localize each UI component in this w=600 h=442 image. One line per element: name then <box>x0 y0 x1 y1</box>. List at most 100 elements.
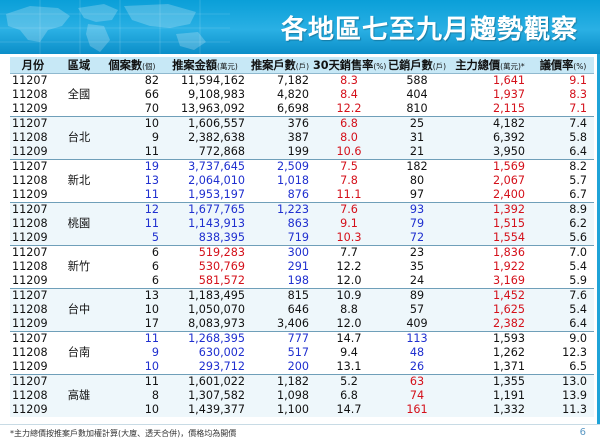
data-cell: 10 <box>102 116 162 131</box>
data-cell: 6,392 <box>448 131 532 145</box>
month-cell: 11208 <box>10 174 56 188</box>
data-cell: 9.1 <box>312 217 386 231</box>
data-cell: 1,554 <box>448 231 532 246</box>
data-cell: 1,937 <box>448 88 532 102</box>
data-cell: 6.8 <box>312 389 386 403</box>
data-cell: 815 <box>248 288 312 303</box>
data-cell: 3,169 <box>448 274 532 289</box>
data-cell: 519,283 <box>162 245 248 260</box>
col-launch-units: 推案戶數(戶) <box>248 57 312 74</box>
data-cell: 9 <box>102 131 162 145</box>
data-cell: 1,677,765 <box>162 202 248 217</box>
world-map-decoration <box>0 0 230 54</box>
data-cell: 1,922 <box>448 260 532 274</box>
data-cell: 72 <box>386 231 448 246</box>
data-cell: 113 <box>386 331 448 346</box>
month-cell: 11209 <box>10 145 56 160</box>
data-cell: 876 <box>248 188 312 203</box>
data-cell: 777 <box>248 331 312 346</box>
data-cell: 11 <box>102 217 162 231</box>
table-row: 11207 台北 10 1,606,557 376 6.8 25 4,182 7.4 <box>10 116 594 160</box>
data-cell: 7.0 <box>532 245 594 260</box>
table-row: 11208 9 2,382,638 387 8.0 31 6,392 5.8 <box>10 131 594 145</box>
data-cell: 3,406 <box>248 317 312 332</box>
data-cell: 1,268,395 <box>162 331 248 346</box>
footnote: *主力總價按推案戶數加權計算(大廈、透天合併)，價格均為開價 <box>10 429 237 438</box>
title-banner: 各地區七至九月趨勢觀察 <box>0 0 600 54</box>
month-cell: 11207 <box>10 159 56 174</box>
data-cell: 93 <box>386 202 448 217</box>
data-cell: 2,067 <box>448 174 532 188</box>
table-row: 11208 13 2,064,010 1,018 7.8 80 2,067 5.7 <box>10 174 594 188</box>
data-cell: 772,868 <box>162 145 248 160</box>
month-cell: 11208 <box>10 260 56 274</box>
col-30day-sales-rate: 30天銷售率(%) <box>312 57 387 74</box>
data-cell: 9,108,983 <box>162 88 248 102</box>
data-cell: 1,100 <box>248 403 312 417</box>
data-cell: 6 <box>102 260 162 274</box>
data-cell: 8 <box>102 389 162 403</box>
data-cell: 35 <box>386 260 448 274</box>
data-cell: 12.2 <box>312 102 386 117</box>
data-cell: 80 <box>386 174 448 188</box>
col-main-total-price: 主力總價(萬元)* <box>448 57 532 74</box>
data-cell: 79 <box>386 217 448 231</box>
data-cell: 863 <box>248 217 312 231</box>
data-cell: 5.4 <box>532 260 594 274</box>
data-cell: 97 <box>386 188 448 203</box>
table-row: 11209 17 8,083,973 3,406 12.0 409 2,382 6.4 <box>10 317 594 332</box>
data-cell: 7.7 <box>312 245 386 260</box>
data-cell: 1,392 <box>448 202 532 217</box>
data-cell: 300 <box>248 245 312 260</box>
data-cell: 6 <box>102 245 162 260</box>
month-cell: 11209 <box>10 188 56 203</box>
table-row: 11208 10 1,050,070 646 8.8 57 1,625 5.4 <box>10 303 594 317</box>
data-cell: 48 <box>386 346 448 360</box>
data-cell: 14.7 <box>312 403 386 417</box>
data-cell: 5.2 <box>312 374 386 389</box>
month-cell: 11207 <box>10 288 56 303</box>
col-launch-amount: 推案金額(萬元) <box>162 57 248 74</box>
data-cell: 182 <box>386 159 448 174</box>
month-cell: 11207 <box>10 116 56 131</box>
data-cell: 12.0 <box>312 274 386 289</box>
table-row: 11207 新竹 6 519,283 300 7.7 23 1,836 7.0 <box>10 245 594 289</box>
col-month: 月份 <box>10 57 56 74</box>
month-cell: 11207 <box>10 331 56 346</box>
data-cell: 6.5 <box>532 360 594 375</box>
data-cell: 404 <box>386 88 448 102</box>
data-cell: 6,698 <box>248 102 312 117</box>
data-cell: 1,355 <box>448 374 532 389</box>
data-cell: 11.3 <box>532 403 594 417</box>
data-cell: 5.7 <box>532 174 594 188</box>
right-accent-bar <box>597 54 600 424</box>
data-cell: 810 <box>386 102 448 117</box>
data-cell: 13 <box>102 288 162 303</box>
month-cell: 11208 <box>10 389 56 403</box>
table-row: 11209 11 1,953,197 876 11.1 97 2,400 6.7 <box>10 188 594 203</box>
data-cell: 13 <box>102 174 162 188</box>
data-cell: 6.2 <box>532 217 594 231</box>
data-cell: 291 <box>248 260 312 274</box>
data-cell: 9.0 <box>532 331 594 346</box>
data-cell: 6.4 <box>532 145 594 160</box>
data-cell: 1,515 <box>448 217 532 231</box>
data-cell: 21 <box>386 145 448 160</box>
data-cell: 5.9 <box>532 274 594 289</box>
data-cell: 11 <box>102 188 162 203</box>
data-cell: 630,002 <box>162 346 248 360</box>
col-sold-units: 已銷戶數(戶) <box>386 57 448 74</box>
data-cell: 5.8 <box>532 131 594 145</box>
data-cell: 1,143,913 <box>162 217 248 231</box>
data-cell: 409 <box>386 317 448 332</box>
data-cell: 66 <box>102 88 162 102</box>
data-cell: 7.5 <box>312 159 386 174</box>
data-cell: 11 <box>102 331 162 346</box>
page-number: 6 <box>579 427 586 438</box>
data-cell: 8.4 <box>312 88 386 102</box>
table-row: 11209 6 581,572 198 12.0 24 3,169 5.9 <box>10 274 594 289</box>
month-cell: 11209 <box>10 102 56 117</box>
data-cell: 1,439,377 <box>162 403 248 417</box>
region-cell: 新北 <box>56 159 102 203</box>
table-row: 11208 66 9,108,983 4,820 8.4 404 1,937 8.3 <box>10 88 594 102</box>
